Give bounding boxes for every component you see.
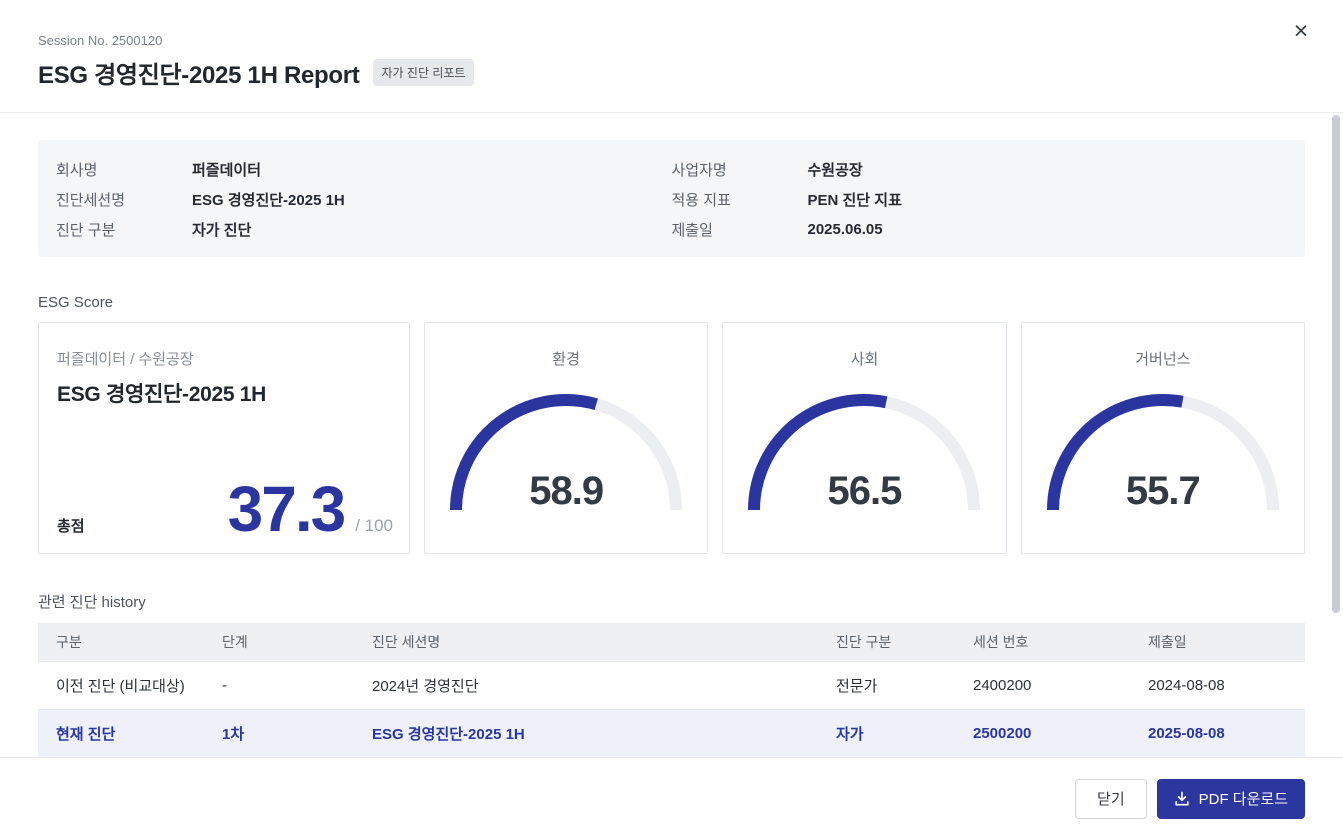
info-column-left: 회사명 퍼즐데이터 진단세션명 ESG 경영진단-2025 1H 진단 구분 자… <box>56 154 672 244</box>
report-type-badge: 자가 진단 리포트 <box>373 59 475 86</box>
pdf-download-label: PDF 다운로드 <box>1199 788 1288 809</box>
info-field: 진단세션명 ESG 경영진단-2025 1H <box>56 184 672 214</box>
history-column-header: 진단 세션명 <box>372 623 836 661</box>
total-score-card: 퍼즐데이터 / 수원공장 ESG 경영진단-2025 1H 총점 37.3 / … <box>38 322 410 554</box>
gauge-value: 58.9 <box>450 469 682 514</box>
info-field-value: 자가 진단 <box>192 219 251 240</box>
company-branch-label: 퍼즐데이터 / 수원공장 <box>57 348 391 369</box>
history-column-header: 구분 <box>38 623 222 661</box>
esg-score-section-title: ESG Score <box>38 294 1305 311</box>
gauge-chart: 56.5 <box>748 392 980 516</box>
info-field-value: 퍼즐데이터 <box>192 159 261 180</box>
total-score-row: 총점 37.3 / 100 <box>57 482 393 536</box>
info-field: 회사명 퍼즐데이터 <box>56 154 672 184</box>
modal-header: Session No. 2500120 ESG 경영진단-2025 1H Rep… <box>0 0 1343 113</box>
history-column-header: 제출일 <box>1148 623 1305 661</box>
title-row: ESG 경영진단-2025 1H Report 자가 진단 리포트 <box>38 55 1305 90</box>
history-cell: - <box>222 661 372 709</box>
gauge-card: 환경 58.9 <box>424 322 708 554</box>
info-field: 사업자명 수원공장 <box>672 154 1288 184</box>
history-cell: 2400200 <box>973 661 1148 709</box>
history-cell: 2025-08-08 <box>1148 709 1305 757</box>
history-cell: 이전 진단 (비교대상) <box>38 661 222 709</box>
info-field-value: 2025.06.05 <box>808 221 883 238</box>
history-cell: 2024-08-08 <box>1148 661 1305 709</box>
session-number: Session No. 2500120 <box>38 33 1305 48</box>
history-cell: 전문가 <box>836 661 973 709</box>
info-field-label: 적용 지표 <box>672 189 808 210</box>
history-cell: ESG 경영진단-2025 1H <box>372 709 836 757</box>
info-field-label: 제출일 <box>672 219 808 240</box>
close-button[interactable]: 닫기 <box>1075 779 1147 819</box>
gauge-title: 거버넌스 <box>1022 348 1304 369</box>
report-title: ESG 경영진단-2025 1H Report <box>38 55 360 90</box>
report-info-panel: 회사명 퍼즐데이터 진단세션명 ESG 경영진단-2025 1H 진단 구분 자… <box>38 140 1305 257</box>
history-cell: 자가 <box>836 709 973 757</box>
info-column-right: 사업자명 수원공장 적용 지표 PEN 진단 지표 제출일 2025.06.05 <box>672 154 1288 244</box>
gauge-card: 거버넌스 55.7 <box>1021 322 1305 554</box>
info-field: 제출일 2025.06.05 <box>672 214 1288 244</box>
pdf-download-button[interactable]: PDF 다운로드 <box>1157 779 1305 819</box>
session-name-label: ESG 경영진단-2025 1H <box>57 378 391 408</box>
gauge-value: 56.5 <box>748 469 980 514</box>
gauge-card: 사회 56.5 <box>722 322 1006 554</box>
total-score-value: 37.3 <box>228 482 345 536</box>
gauge-value: 55.7 <box>1047 469 1279 514</box>
close-icon[interactable]: × <box>1284 14 1318 48</box>
history-table: 구분단계진단 세션명진단 구분세션 번호제출일 이전 진단 (비교대상)-202… <box>38 623 1305 757</box>
history-cell: 현재 진단 <box>38 709 222 757</box>
scrollbar-thumb[interactable] <box>1332 115 1340 613</box>
history-cell: 1차 <box>222 709 372 757</box>
info-field-value: ESG 경영진단-2025 1H <box>192 189 345 210</box>
history-table-head: 구분단계진단 세션명진단 구분세션 번호제출일 <box>38 623 1305 661</box>
gauge-chart: 58.9 <box>450 392 682 516</box>
modal-footer: 닫기 PDF 다운로드 <box>0 757 1343 839</box>
info-field: 진단 구분 자가 진단 <box>56 214 672 244</box>
history-column-header: 세션 번호 <box>973 623 1148 661</box>
gauge-chart: 55.7 <box>1047 392 1279 516</box>
gauge-title: 환경 <box>425 348 707 369</box>
esg-report-modal: Session No. 2500120 ESG 경영진단-2025 1H Rep… <box>0 0 1343 839</box>
download-icon <box>1174 791 1190 807</box>
info-field-value: PEN 진단 지표 <box>808 189 902 210</box>
gauge-title: 사회 <box>723 348 1005 369</box>
info-field: 적용 지표 PEN 진단 지표 <box>672 184 1288 214</box>
info-field-label: 진단세션명 <box>56 189 192 210</box>
history-section-title: 관련 진단 history <box>38 591 1305 612</box>
info-field-label: 사업자명 <box>672 159 808 180</box>
esg-score-cards: 퍼즐데이터 / 수원공장 ESG 경영진단-2025 1H 총점 37.3 / … <box>38 322 1305 554</box>
info-field-label: 회사명 <box>56 159 192 180</box>
modal-body: 회사명 퍼즐데이터 진단세션명 ESG 경영진단-2025 1H 진단 구분 자… <box>0 113 1343 757</box>
total-score-label: 총점 <box>57 515 85 536</box>
info-field-label: 진단 구분 <box>56 219 192 240</box>
total-score-max: / 100 <box>355 516 393 536</box>
history-cell: 2500200 <box>973 709 1148 757</box>
history-column-header: 진단 구분 <box>836 623 973 661</box>
info-field-value: 수원공장 <box>808 159 863 180</box>
history-row[interactable]: 이전 진단 (비교대상)-2024년 경영진단전문가24002002024-08… <box>38 661 1305 709</box>
history-cell: 2024년 경영진단 <box>372 661 836 709</box>
history-row[interactable]: 현재 진단1차ESG 경영진단-2025 1H자가25002002025-08-… <box>38 709 1305 757</box>
history-table-body: 이전 진단 (비교대상)-2024년 경영진단전문가24002002024-08… <box>38 661 1305 757</box>
history-column-header: 단계 <box>222 623 372 661</box>
